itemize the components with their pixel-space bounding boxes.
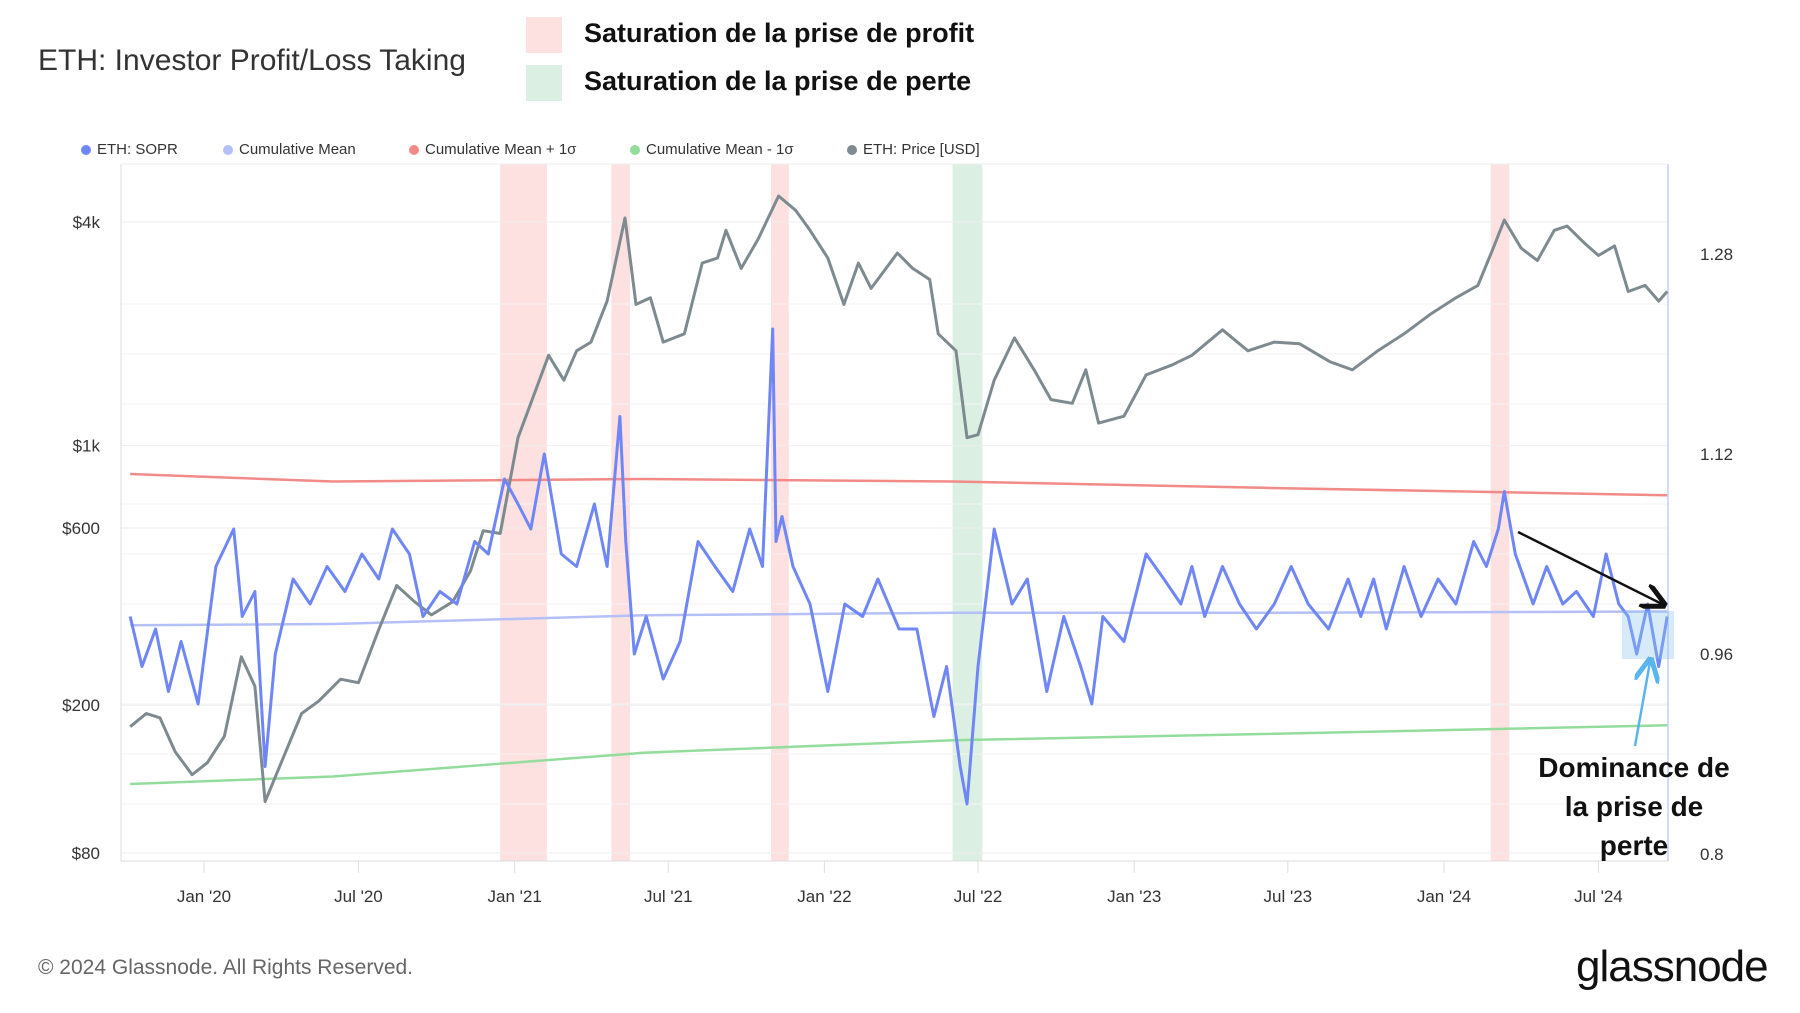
legend-label: Cumulative Mean - 1σ bbox=[646, 141, 794, 158]
legend-label: Cumulative Mean bbox=[239, 141, 356, 158]
legend-label: Cumulative Mean + 1σ bbox=[425, 141, 577, 158]
legend-dot bbox=[847, 144, 857, 155]
legend-dot bbox=[409, 144, 419, 155]
series-line-cumulative-mean bbox=[130, 610, 1668, 627]
series-line-eth-price-usd- bbox=[129, 194, 1669, 804]
chart-title: ETH: Investor Profit/Loss Taking bbox=[38, 44, 466, 77]
x-tick-label: Jan '22 bbox=[797, 887, 851, 906]
x-tick-label: Jul '24 bbox=[1574, 887, 1623, 906]
downtrend-arrow bbox=[1517, 530, 1662, 604]
annotation-pointer-arrow bbox=[1633, 662, 1650, 747]
legend-dot bbox=[223, 144, 233, 155]
y-left-tick-label: $1k bbox=[73, 437, 101, 456]
loss-saturation-band bbox=[952, 164, 983, 861]
copyright: © 2024 Glassnode. All Rights Reserved. bbox=[38, 956, 414, 979]
loss-band-swatch bbox=[526, 65, 562, 101]
legend-dot bbox=[630, 144, 640, 155]
legend-dot bbox=[81, 144, 91, 155]
y-left-tick-label: $4k bbox=[73, 213, 101, 232]
legend-label: ETH: SOPR bbox=[97, 141, 178, 158]
loss-dominance-highlight bbox=[1622, 611, 1674, 659]
y-right-tick-label: 1.28 bbox=[1700, 245, 1733, 264]
series-line-eth-sopr bbox=[128, 327, 1669, 806]
profit-saturation-band bbox=[770, 164, 789, 861]
loss-band-label: Saturation de la prise de perte bbox=[584, 66, 972, 96]
y-right-tick-label: 0.8 bbox=[1700, 845, 1724, 864]
glassnode-logo: glassnode bbox=[1576, 942, 1769, 991]
x-tick-label: Jul '21 bbox=[644, 887, 693, 906]
y-right-tick-label: 1.12 bbox=[1700, 445, 1733, 464]
x-tick-label: Jul '22 bbox=[954, 887, 1003, 906]
x-tick-label: Jul '23 bbox=[1264, 887, 1313, 906]
legend-item-cumulative-mean[interactable]: Cumulative Mean bbox=[223, 141, 356, 158]
x-tick-label: Jan '20 bbox=[177, 887, 231, 906]
series-line-cumulative-mean-1- bbox=[130, 724, 1668, 786]
annotation-loss-dominance: Dominance de la prise de perte bbox=[1534, 748, 1734, 865]
x-tick-label: Jan '24 bbox=[1417, 887, 1471, 906]
y-left-tick-label: $200 bbox=[62, 696, 100, 715]
legend-item-mean-plus-sigma[interactable]: Cumulative Mean + 1σ bbox=[409, 141, 576, 158]
legend-item-price[interactable]: ETH: Price [USD] bbox=[847, 141, 980, 158]
legend-item-mean-minus-sigma[interactable]: Cumulative Mean - 1σ bbox=[630, 141, 794, 158]
y-left-tick-label: $600 bbox=[62, 519, 100, 538]
x-tick-label: Jan '21 bbox=[487, 887, 541, 906]
series-line-cumulative-mean-1- bbox=[130, 472, 1668, 497]
x-tick-label: Jul '20 bbox=[334, 887, 383, 906]
annotation-line: la prise de perte bbox=[1564, 791, 1704, 861]
legend-item-sopr[interactable]: ETH: SOPR bbox=[81, 141, 178, 158]
y-right-tick-label: 0.96 bbox=[1700, 645, 1733, 664]
profit-band-label: Saturation de la prise de profit bbox=[584, 18, 975, 48]
legend-label: ETH: Price [USD] bbox=[863, 141, 980, 158]
x-tick-label: Jan '23 bbox=[1107, 887, 1161, 906]
profit-band-swatch bbox=[526, 17, 562, 53]
y-left-tick-label: $80 bbox=[72, 844, 100, 863]
annotation-line: Dominance de bbox=[1538, 752, 1730, 783]
profit-saturation-band bbox=[611, 164, 631, 861]
